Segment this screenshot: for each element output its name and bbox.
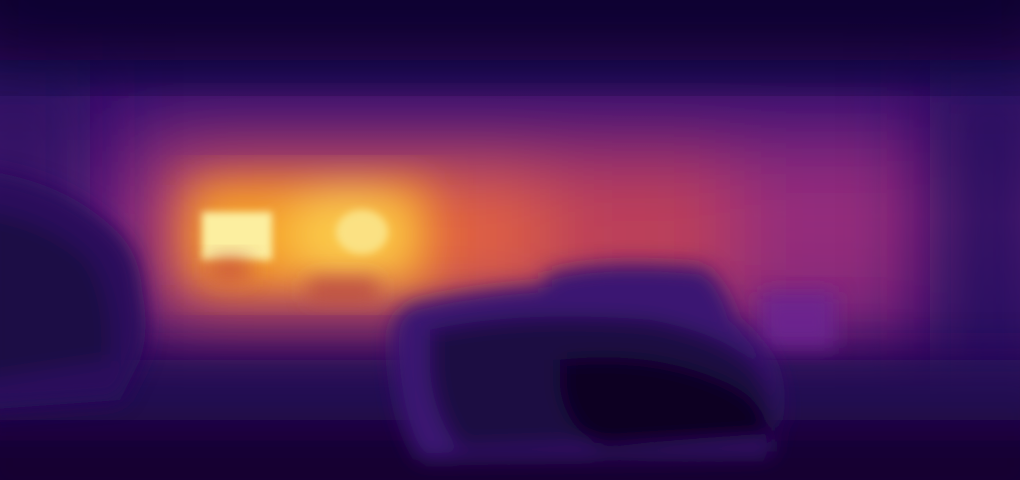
table-object — [210, 258, 378, 302]
left-object — [0, 173, 146, 409]
ceiling-shade — [0, 0, 1020, 60]
central-object — [391, 264, 781, 460]
bright-window — [202, 210, 388, 260]
right-box — [760, 292, 836, 348]
